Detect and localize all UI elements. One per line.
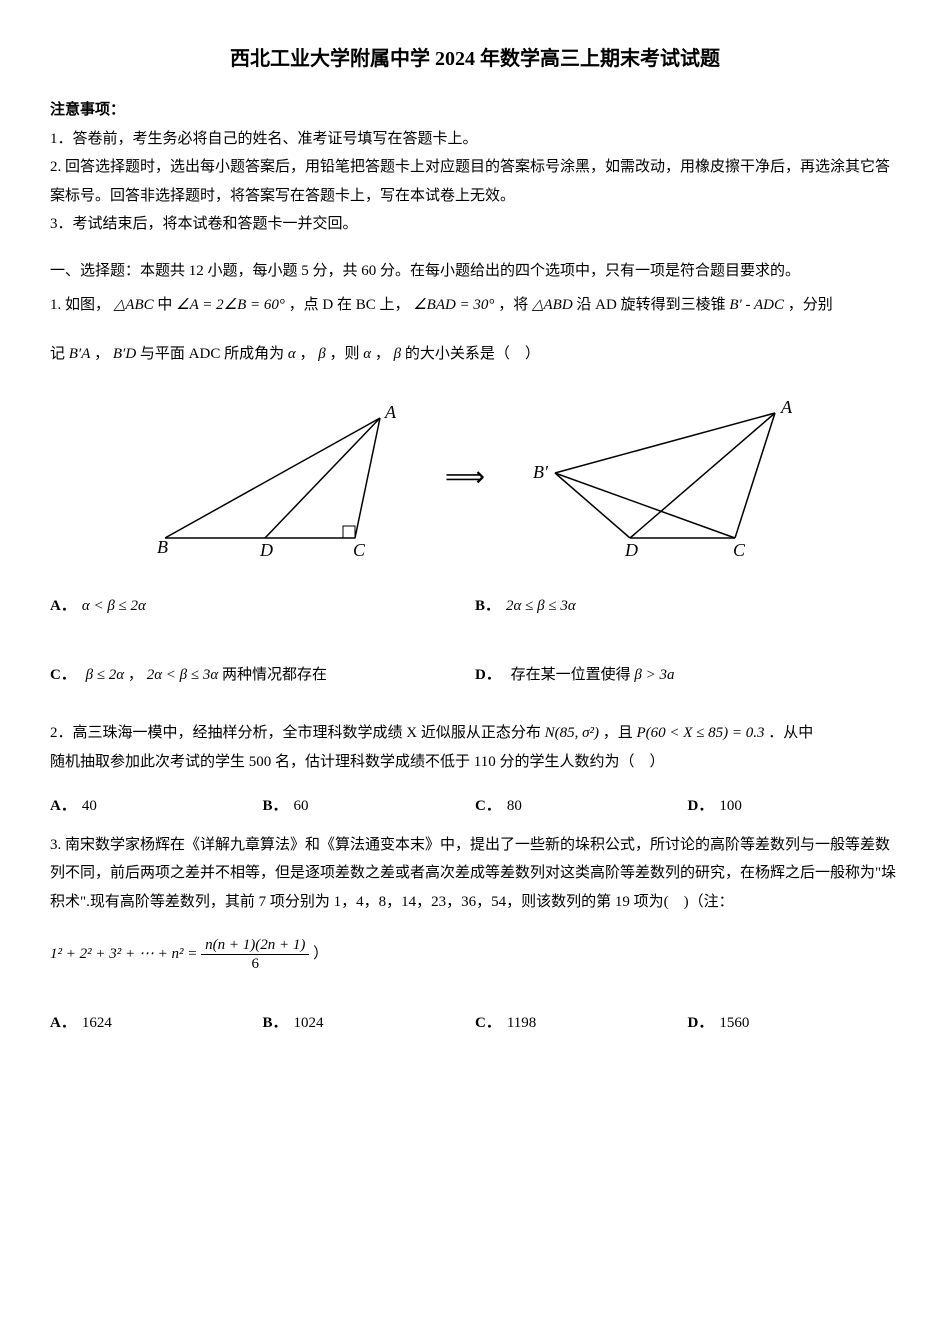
q1-choice-c-text: 两种情况都存在 <box>222 667 327 683</box>
q1-l2-b: B′A <box>69 346 91 362</box>
q1-l2-l: β <box>394 346 401 362</box>
q3-choice-a: A．1624 <box>50 1005 263 1042</box>
fig-right-Bp: B′ <box>533 462 549 482</box>
q1-choice-b: B．2α ≤ β ≤ 3α <box>475 588 900 625</box>
notice-item-2: 2. 回答选择题时，选出每小题答案后，用铅笔把答题卡上对应题目的答案标号涂黑，如… <box>50 153 900 210</box>
q1-math-bad: ∠BAD = 30° <box>413 297 494 313</box>
q3-formula-num: n(n + 1)(2n + 1) <box>201 936 309 955</box>
q1-figure-right: B′ D C A <box>525 398 805 558</box>
q2-choice-b: B．60 <box>263 788 476 825</box>
question-2: 2．高三珠海一模中，经抽样分析，全市理科数学成绩 X 近似服从正态分布 N(85… <box>50 719 900 776</box>
q3-formula: 1² + 2² + 3² + ⋯ + n² = n(n + 1)(2n + 1)… <box>50 936 900 973</box>
q1-l2-g: ， <box>299 346 314 362</box>
q1-text-c: ，将 <box>498 297 532 313</box>
question-3: 3. 南宋数学家杨辉在《详解九章算法》和《算法通变本末》中，提出了一些新的垛积公… <box>50 831 900 917</box>
q2-choice-b-val: 60 <box>294 798 309 814</box>
q1-l2-k: ， <box>375 346 390 362</box>
q1-math-abd: △ABD <box>532 297 573 313</box>
question-1: 1. 如图， △ABC 中 ∠A = 2∠B = 60° ，点 D 在 BC 上… <box>50 291 900 368</box>
exam-title: 西北工业大学附属中学 2024 年数学高三上期末考试试题 <box>50 40 900 78</box>
q3-choice-b-val: 1024 <box>294 1015 324 1031</box>
figure-arrow-icon: ⟹ <box>445 451 485 504</box>
q3-formula-den: 6 <box>201 955 309 973</box>
q1-choice-c: C． β ≤ 2α ， 2α < β ≤ 3α 两种情况都存在 <box>50 657 475 694</box>
q1-choice-c-sep: ， <box>128 667 143 683</box>
fig-left-D: D <box>259 540 273 558</box>
q2-math-b: P(60 < X ≤ 85) = 0.3 <box>637 725 765 741</box>
q1-text-b: ，点 D 在 BC 上， <box>289 297 410 313</box>
q1-text-a: 中 <box>157 297 176 313</box>
q1-l2-e: 与平面 ADC 所成角为 <box>140 346 288 362</box>
q1-figure-left: B D C A <box>145 398 405 558</box>
q1-choice-c-m1: β ≤ 2α <box>86 667 125 683</box>
q1-choices-2: C． β ≤ 2α ， 2α < β ≤ 3α 两种情况都存在 D． 存在某一位… <box>50 657 900 694</box>
q3-choice-c: C．1198 <box>475 1005 688 1042</box>
q3-choices: A．1624 B．1024 C．1198 D．1560 <box>50 1005 900 1042</box>
notice-item-3: 3．考试结束后，将本试卷和答题卡一并交回。 <box>50 210 900 239</box>
q3-choice-c-val: 1198 <box>507 1015 536 1031</box>
q1-l2-h: β <box>318 346 325 362</box>
q2-text-b: ，且 <box>603 725 637 741</box>
fig-right-A: A <box>780 398 793 417</box>
q2-line2: 随机抽取参加此次考试的学生 500 名，估计理科数学成绩不低于 110 分的学生… <box>50 748 900 777</box>
q1-text-d: 沿 AD 旋转得到三棱锥 <box>576 297 729 313</box>
q1-figures: B D C A ⟹ B′ D C A <box>50 398 900 558</box>
fig-right-C: C <box>733 540 746 558</box>
q2-choice-c-val: 80 <box>507 798 522 814</box>
q2-choice-d-val: 100 <box>719 798 742 814</box>
q1-prefix: 1. 如图， <box>50 297 110 313</box>
q3-choice-d: D．1560 <box>688 1005 901 1042</box>
q1-choice-b-math: 2α ≤ β ≤ 3α <box>506 598 576 614</box>
q1-l2-c: ， <box>94 346 109 362</box>
q1-l2-j: α <box>363 346 371 362</box>
q1-choice-a: A．α < β ≤ 2α <box>50 588 475 625</box>
q1-l2-m: 的大小关系是（ ） <box>405 346 540 362</box>
section-1-heading: 一、选择题：本题共 12 小题，每小题 5 分，共 60 分。在每小题给出的四个… <box>50 257 900 286</box>
q3-formula-lhs: 1² + 2² + 3² + ⋯ + n² = <box>50 946 201 962</box>
q1-l2-f: α <box>288 346 296 362</box>
q2-math-a: N(85, σ²) <box>545 725 599 741</box>
q2-choice-a-val: 40 <box>82 798 97 814</box>
q1-text-e: ，分别 <box>788 297 833 313</box>
q1-choices: A．α < β ≤ 2α B．2α ≤ β ≤ 3α <box>50 588 900 625</box>
q1-math-abc: △ABC <box>114 297 154 313</box>
q3-choice-a-val: 1624 <box>82 1015 112 1031</box>
notice-heading: 注意事项： <box>50 96 900 125</box>
q2-choice-d: D．100 <box>688 788 901 825</box>
q2-choice-a: A．40 <box>50 788 263 825</box>
q2-text-a: 2．高三珠海一模中，经抽样分析，全市理科数学成绩 X 近似服从正态分布 <box>50 725 545 741</box>
q2-choices: A．40 B．60 C．80 D．100 <box>50 788 900 825</box>
q1-math-badc: B′ - ADC <box>729 297 784 313</box>
q1-l2-i: ，则 <box>329 346 363 362</box>
q3-text: 3. 南宋数学家杨辉在《详解九章算法》和《算法通变本末》中，提出了一些新的垛积公… <box>50 837 896 910</box>
q1-l2-a: 记 <box>50 346 69 362</box>
q1-choice-d-text: 存在某一位置使得 <box>511 667 635 683</box>
q1-l2-d: B′D <box>113 346 136 362</box>
fig-right-D: D <box>624 540 638 558</box>
q1-choice-a-math: α < β ≤ 2α <box>82 598 146 614</box>
q3-choice-b: B．1024 <box>263 1005 476 1042</box>
fig-left-C: C <box>353 540 366 558</box>
fig-left-A: A <box>384 402 397 422</box>
q1-choice-c-m2: 2α < β ≤ 3α <box>147 667 219 683</box>
fig-left-B: B <box>157 537 168 557</box>
q3-formula-frac: n(n + 1)(2n + 1) 6 <box>201 936 309 973</box>
q3-choice-d-val: 1560 <box>719 1015 749 1031</box>
q1-math-angle: ∠A = 2∠B = 60° <box>176 297 285 313</box>
q1-choice-d-math: β > 3a <box>634 667 674 683</box>
q3-formula-end: ） <box>313 946 328 962</box>
q2-text-c: ．从中 <box>768 725 813 741</box>
q1-choice-d: D． 存在某一位置使得 β > 3a <box>475 657 900 694</box>
notice-item-1: 1．答卷前，考生务必将自己的姓名、准考证号填写在答题卡上。 <box>50 125 900 154</box>
q2-choice-c: C．80 <box>475 788 688 825</box>
